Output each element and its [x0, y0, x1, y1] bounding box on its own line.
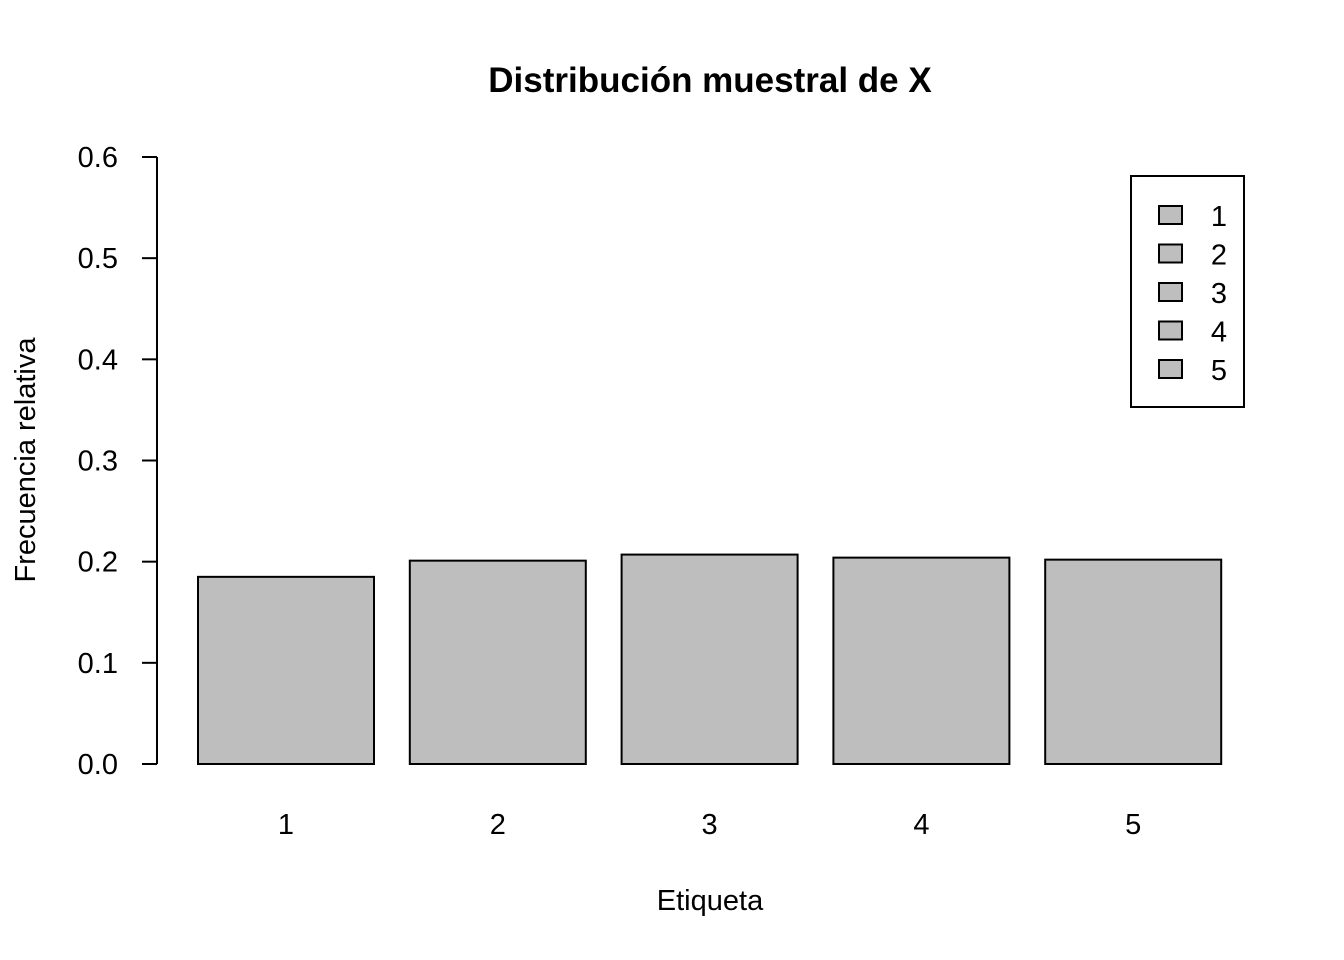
y-tick-label: 0.0	[78, 749, 118, 781]
y-tick-label: 0.4	[78, 344, 118, 376]
legend-box	[1130, 175, 1245, 408]
legend-label: 1	[1211, 201, 1227, 233]
bar-4	[832, 556, 1011, 765]
legend-label: 4	[1211, 317, 1227, 349]
y-tick-label: 0.6	[78, 142, 118, 174]
legend-swatch	[1158, 243, 1183, 264]
x-tick-label: 5	[1125, 809, 1141, 841]
bar-3	[620, 553, 799, 766]
x-tick-label: 4	[913, 809, 929, 841]
legend-label: 2	[1211, 240, 1227, 272]
legend-swatch	[1158, 320, 1183, 341]
y-tick-label: 0.2	[78, 547, 118, 579]
legend-swatch	[1158, 359, 1183, 379]
bar-1	[197, 575, 375, 766]
y-tick-label: 0.1	[78, 648, 118, 680]
bar-2	[408, 559, 587, 766]
x-axis: 1 2 3 4 5	[278, 809, 1141, 841]
legend: 1 2 3 4 5	[1130, 175, 1245, 408]
y-tick-label: 0.3	[78, 446, 118, 478]
x-tick-label: 3	[702, 809, 718, 841]
legend-label: 3	[1211, 278, 1227, 310]
x-tick-label: 1	[278, 809, 294, 841]
y-axis: 0.0 0.1 0.2 0.3 0.4 0.5 0.6	[78, 142, 158, 781]
legend-label: 5	[1211, 355, 1227, 387]
bars-group	[197, 553, 1223, 766]
y-axis-label: Frecuencia relativa	[10, 337, 42, 583]
legend-swatch	[1158, 205, 1183, 225]
legend-swatch	[1158, 282, 1183, 302]
x-axis-label: Etiqueta	[657, 885, 764, 917]
bar-5	[1044, 558, 1223, 765]
chart-title: Distribución muestral de X	[488, 61, 932, 100]
x-tick-label: 2	[490, 809, 506, 841]
y-tick-label: 0.5	[78, 243, 118, 275]
